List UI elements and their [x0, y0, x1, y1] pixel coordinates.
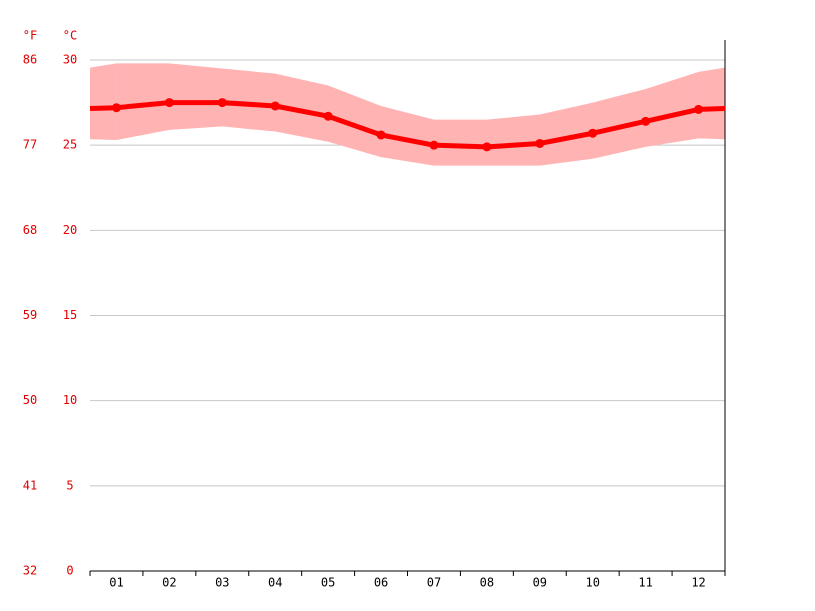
y2-tick-label: 59: [23, 308, 37, 322]
point: [482, 142, 492, 152]
point: [376, 130, 386, 140]
y2-tick-label: 68: [23, 223, 37, 237]
band-wrap: [90, 63, 117, 141]
y-tick-label: 0: [66, 564, 73, 578]
y2-tick-label: 41: [23, 478, 37, 492]
x-tick-label: 06: [374, 576, 388, 590]
y-unit: °C: [63, 29, 77, 43]
x-tick-label: 04: [268, 576, 282, 590]
point: [270, 101, 280, 111]
point: [323, 111, 333, 121]
x-tick-label: 08: [480, 576, 494, 590]
point: [588, 128, 598, 138]
x-tick-label: 10: [585, 576, 599, 590]
y-tick-label: 10: [63, 393, 77, 407]
x-tick-label: 07: [427, 576, 441, 590]
y2-unit: °F: [23, 29, 37, 43]
band: [116, 63, 699, 166]
x-tick-label: 12: [691, 576, 705, 590]
point: [111, 103, 121, 113]
x-tick-label: 11: [638, 576, 652, 590]
point: [164, 98, 174, 108]
point: [535, 138, 545, 148]
point: [217, 98, 227, 108]
x-tick-label: 03: [215, 576, 229, 590]
x-tick-label: 09: [533, 576, 547, 590]
y2-tick-label: 86: [23, 53, 37, 67]
x-tick-label: 02: [162, 576, 176, 590]
y2-tick-label: 77: [23, 138, 37, 152]
y-tick-label: 30: [63, 53, 77, 67]
y-tick-label: 15: [63, 308, 77, 322]
point: [641, 116, 651, 126]
y-tick-label: 25: [63, 138, 77, 152]
band-wrap: [698, 67, 725, 140]
y-tick-label: 20: [63, 223, 77, 237]
x-tick-label: 05: [321, 576, 335, 590]
point: [429, 140, 439, 150]
x-tick-label: 01: [109, 576, 123, 590]
point: [694, 104, 704, 114]
y2-tick-label: 32: [23, 564, 37, 578]
y2-tick-label: 50: [23, 393, 37, 407]
line: [116, 100, 700, 150]
y-tick-label: 5: [66, 478, 73, 492]
